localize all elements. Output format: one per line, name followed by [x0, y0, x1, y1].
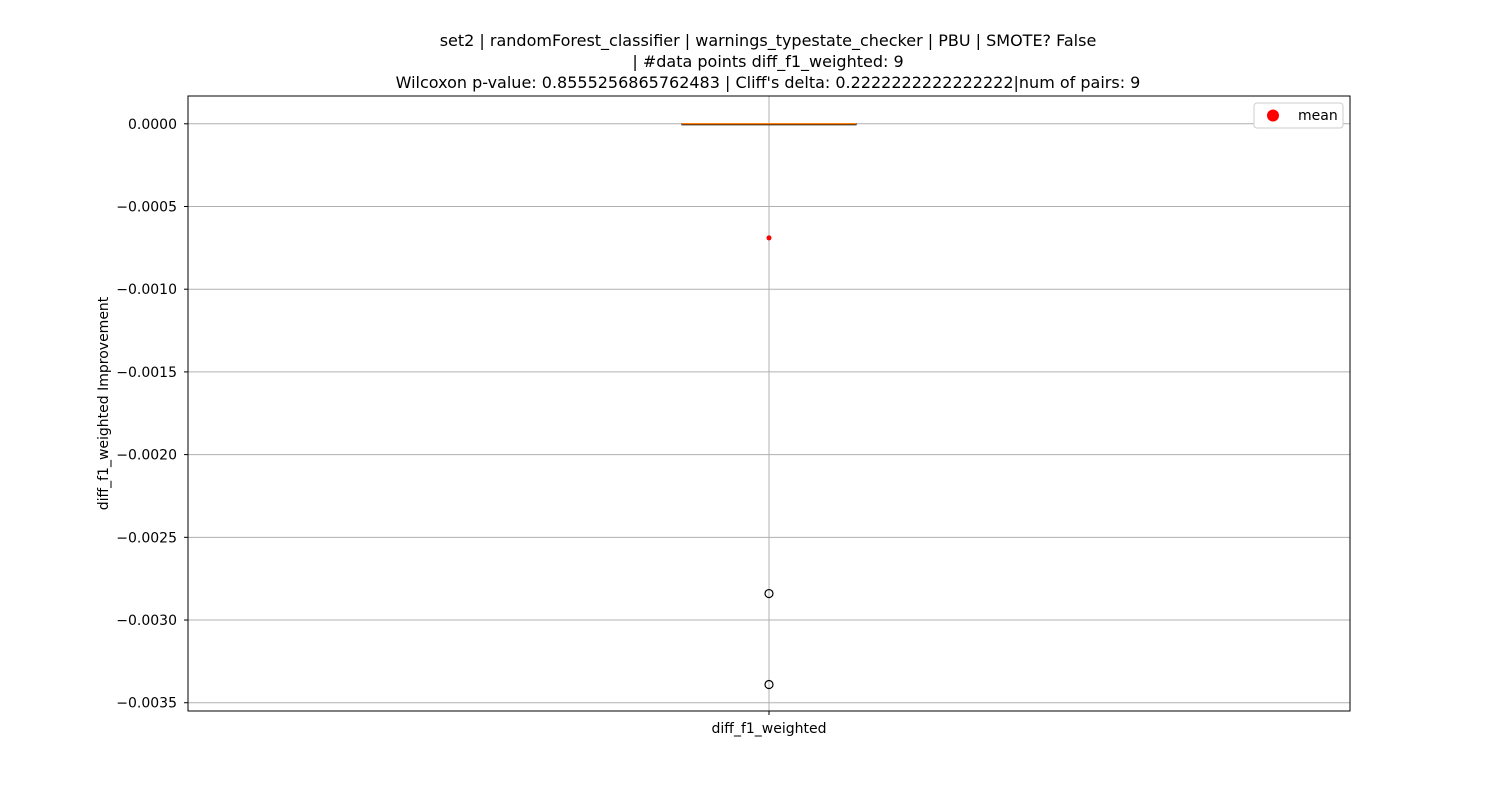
- y-tick-label: −0.0015: [116, 365, 177, 381]
- outlier-point: [764, 588, 774, 599]
- legend: mean: [1253, 102, 1344, 129]
- outlier-point: [764, 679, 774, 690]
- plot-area-frame: [187, 95, 1351, 712]
- y-axis-label: diff_f1_weighted Improvement: [96, 296, 112, 510]
- y-tick-label: −0.0025: [116, 530, 177, 546]
- chart-title: set2 | randomForest_classifier | warning…: [396, 31, 1141, 92]
- plot-layer: [681, 123, 857, 690]
- grid-layer: [188, 96, 1350, 711]
- y-tick-label: −0.0020: [116, 448, 177, 464]
- axis-layer: 0.0000 −0.0005 −0.0010 −0.0015 −0.0020 −0.002…: [116, 117, 826, 737]
- y-tick-label: −0.0030: [116, 613, 177, 629]
- x-tick-label: diff_f1_weighted: [712, 721, 827, 737]
- y-tick-label: −0.0010: [116, 282, 177, 298]
- title-line-1: set2 | randomForest_classifier | warning…: [440, 31, 1097, 51]
- legend-mean-marker: [1267, 109, 1279, 122]
- y-tick-label: −0.0035: [116, 696, 177, 712]
- legend-frame: [1253, 102, 1344, 129]
- legend-mean-label: mean: [1298, 108, 1338, 124]
- title-line-2: | #data points diff_f1_weighted: 9: [632, 52, 903, 72]
- y-tick-label: −0.0005: [116, 199, 177, 215]
- y-tick-label: 0.0000: [128, 117, 177, 133]
- mean-point: [766, 235, 772, 241]
- title-line-3: Wilcoxon p-value: 0.8555256865762483 | C…: [396, 73, 1141, 92]
